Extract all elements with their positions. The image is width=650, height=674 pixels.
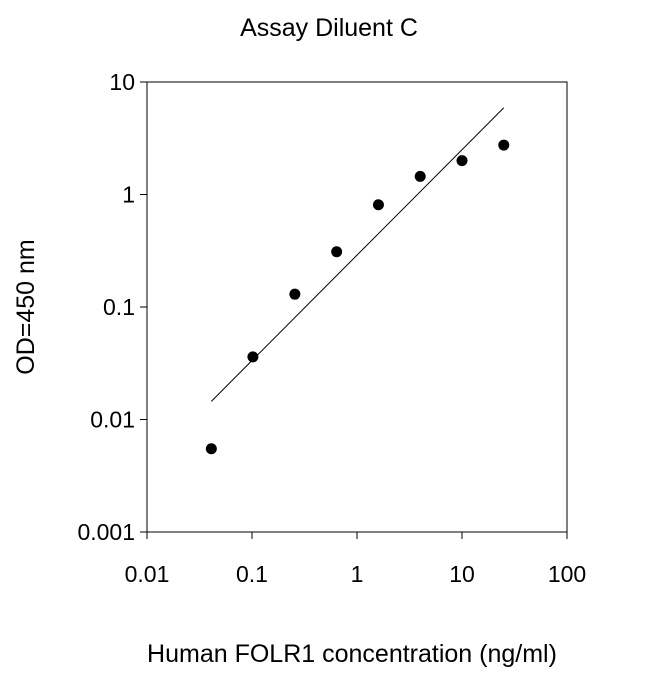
x-axis-ticks: 0.01 0.1 1 10 100 — [125, 532, 586, 587]
y-tick-label: 0.01 — [90, 407, 135, 433]
trendline — [210, 107, 505, 402]
chart-title: Assay Diluent C — [240, 14, 418, 42]
y-tick-label: 0.001 — [77, 519, 135, 545]
x-tick-label: 1 — [351, 561, 364, 587]
data-point — [456, 155, 468, 167]
x-tick-label: 0.1 — [236, 561, 268, 587]
data-point — [205, 443, 217, 455]
y-axis-ticks: 0.001 0.01 0.1 1 10 — [77, 69, 147, 545]
data-point — [498, 139, 510, 151]
y-axis-label: OD=450 nm — [12, 239, 40, 375]
data-point — [247, 351, 259, 363]
data-point — [372, 199, 384, 211]
y-tick-label: 10 — [109, 69, 135, 95]
data-point — [331, 246, 343, 258]
x-tick-label: 0.01 — [125, 561, 170, 587]
y-tick-label: 1 — [122, 182, 135, 208]
x-axis-label: Human FOLR1 concentration (ng/ml) — [147, 640, 557, 668]
data-point — [414, 170, 426, 182]
x-tick-label: 100 — [548, 561, 586, 587]
data-point — [289, 288, 301, 300]
data-points — [205, 139, 510, 455]
trendline-group — [210, 107, 505, 402]
y-tick-label: 0.1 — [103, 294, 135, 320]
x-tick-label: 10 — [449, 561, 475, 587]
